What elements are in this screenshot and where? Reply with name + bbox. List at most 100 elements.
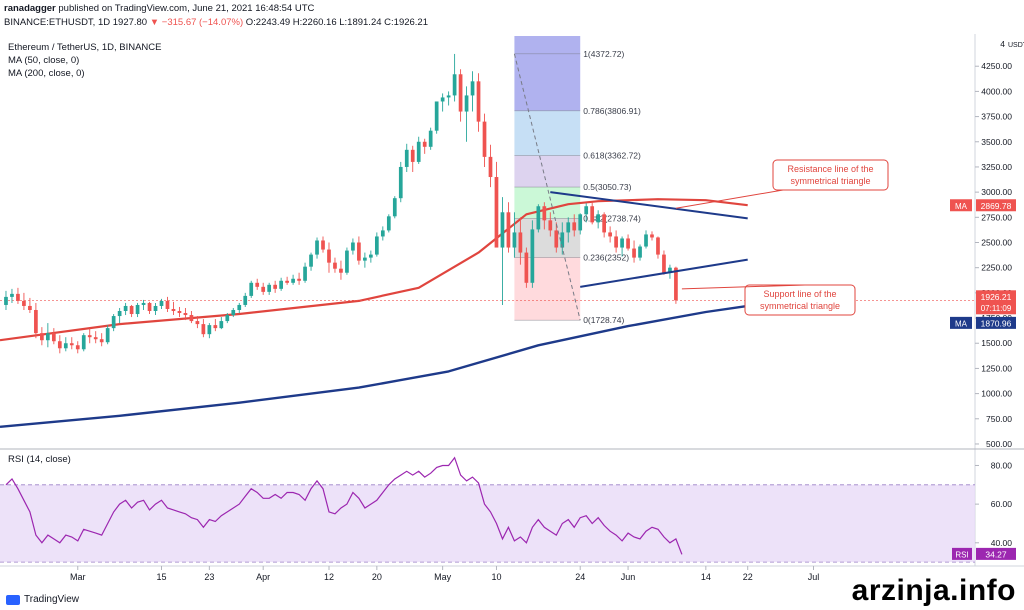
candle-body <box>596 214 601 223</box>
candle <box>626 234 630 251</box>
candle-body <box>632 248 636 258</box>
fib-level-label: 0.382(2738.74) <box>583 213 641 223</box>
candle-body <box>45 333 50 341</box>
candle <box>219 317 224 330</box>
candle-body <box>650 234 654 238</box>
candle <box>602 212 606 238</box>
rsi-tick-label: 60.00 <box>991 499 1013 509</box>
candle-body <box>590 206 595 223</box>
candle-body <box>159 300 164 306</box>
candle <box>650 231 654 241</box>
candle <box>345 247 349 275</box>
candle-body <box>333 262 337 269</box>
candle <box>554 222 559 253</box>
candle-body <box>28 305 32 310</box>
candle <box>267 282 272 295</box>
ma200-line <box>0 304 748 428</box>
fib-zone <box>514 36 581 111</box>
candle <box>87 328 92 344</box>
price-change: ▼ −315.67 (−14.07%) <box>149 17 244 28</box>
price-tick-label: 4000.00 <box>981 86 1012 96</box>
candle <box>614 230 618 253</box>
time-tick-label: 22 <box>743 572 753 582</box>
price-tag-value: 1870.96 <box>981 318 1012 328</box>
candle-body <box>309 254 313 267</box>
candle-body <box>255 282 260 287</box>
candle <box>369 250 373 263</box>
candle-body <box>201 324 206 335</box>
watermark: arzinja.info <box>851 574 1016 607</box>
fib-zone <box>514 257 581 321</box>
candle <box>129 304 134 318</box>
candle-body <box>482 121 487 157</box>
candle <box>578 213 583 235</box>
candle <box>512 212 517 258</box>
candle <box>428 127 433 150</box>
candle <box>530 220 535 288</box>
candle <box>57 335 62 354</box>
header-published: ranadagger published on TradingView.com,… <box>4 3 314 14</box>
resistance-callout-text: Resistance line of the <box>787 164 873 174</box>
candle-body <box>81 335 86 350</box>
rsi-tag <box>976 547 1016 560</box>
candle-body <box>22 300 26 306</box>
candle-body <box>303 266 307 281</box>
rsi-tag-label: RSI <box>955 550 968 559</box>
candle-body <box>231 309 236 316</box>
candle <box>476 73 481 132</box>
candle <box>255 278 260 290</box>
candle <box>147 301 152 315</box>
candle-body <box>566 222 571 233</box>
price-tick-label: 2750.00 <box>981 212 1012 222</box>
candle-body <box>470 81 475 96</box>
candle-body <box>291 278 295 283</box>
rsi-band <box>0 484 975 563</box>
candle-body <box>117 311 122 317</box>
legend-ma50: MA (50, close, 0) <box>8 55 80 66</box>
candle-body <box>99 339 104 343</box>
candle <box>339 260 343 280</box>
candle-body <box>662 254 666 273</box>
candle <box>482 113 487 167</box>
support-trendline <box>580 258 748 288</box>
candle-body <box>123 305 128 312</box>
candle-body <box>518 232 523 253</box>
price-tick-label: 750.00 <box>986 414 1012 424</box>
candle <box>261 282 266 295</box>
candle <box>159 298 164 309</box>
candle <box>291 274 295 285</box>
fib-level-label: 0.618(3362.72) <box>583 151 641 161</box>
candle <box>488 144 493 188</box>
candle <box>309 252 313 271</box>
price-tick-label: 2500.00 <box>981 238 1012 248</box>
time-tick-label: 24 <box>575 572 585 582</box>
candle-body <box>369 254 373 258</box>
candle-body <box>542 206 547 221</box>
candle <box>327 242 331 273</box>
time-tick-label: 20 <box>372 572 382 582</box>
candle-body <box>51 333 56 342</box>
candle-body <box>363 257 367 261</box>
candle-body <box>273 284 278 289</box>
candle <box>69 337 74 350</box>
candle <box>315 237 319 259</box>
candle-body <box>93 337 98 340</box>
candle-body <box>4 296 8 305</box>
candle <box>63 337 68 352</box>
rsi-line <box>5 456 683 555</box>
candle <box>644 230 648 249</box>
candle <box>225 313 230 324</box>
candle <box>590 202 595 225</box>
candle-body <box>63 343 68 349</box>
candle-body <box>327 249 331 263</box>
candle <box>638 244 642 261</box>
candle <box>440 93 445 112</box>
price-tag-ma-label-box <box>950 316 972 329</box>
tradingview-brand[interactable]: TradingView <box>6 594 79 605</box>
candle-body <box>267 284 272 292</box>
candle <box>75 341 80 354</box>
candle-body <box>165 300 170 309</box>
candle-body <box>279 280 283 289</box>
price-tag-ma-label: MA <box>955 319 968 328</box>
